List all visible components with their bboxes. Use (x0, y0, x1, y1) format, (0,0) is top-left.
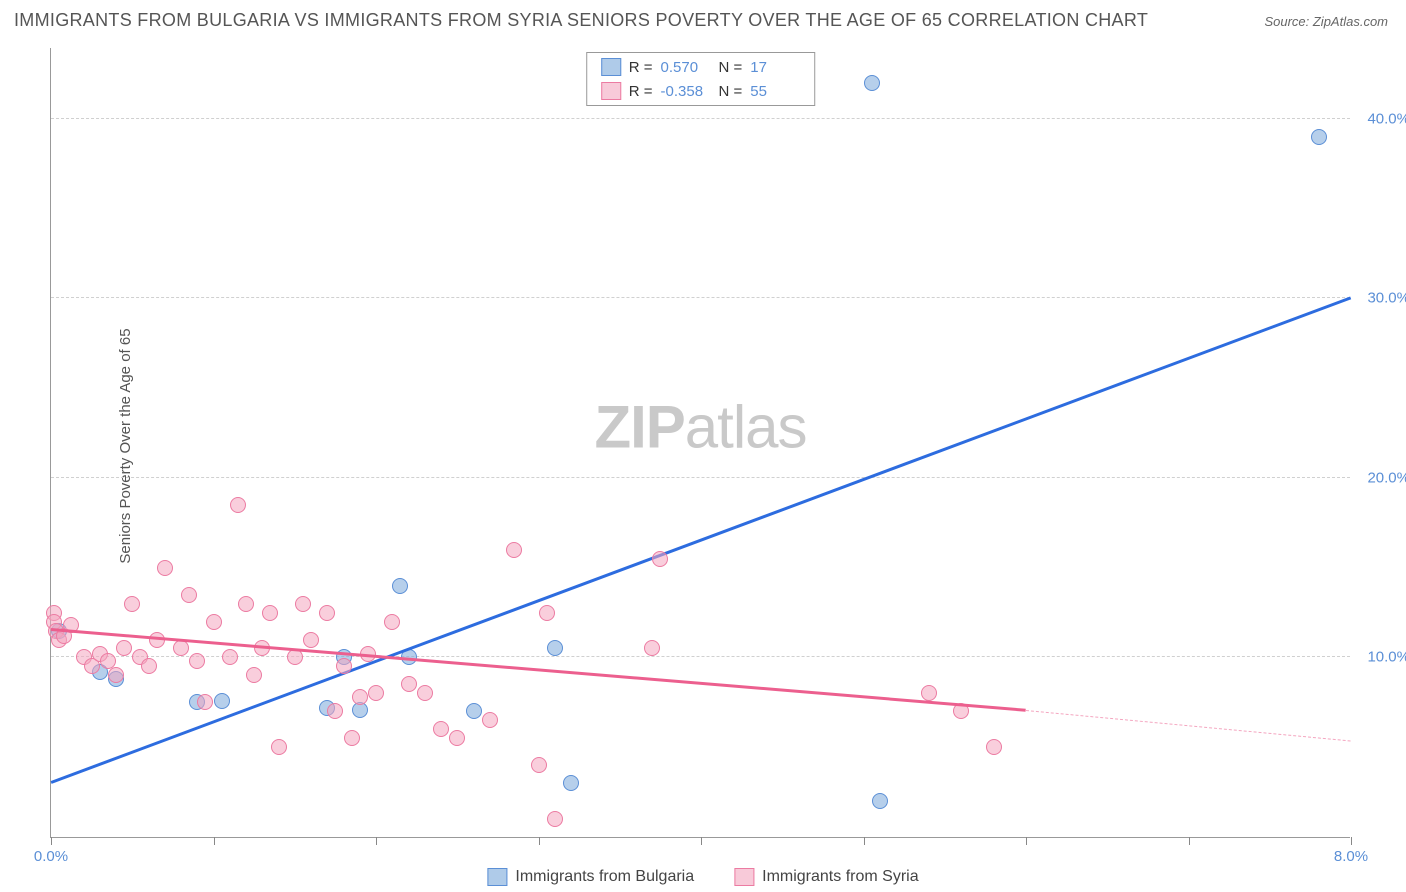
data-point (262, 605, 278, 621)
watermark-zip: ZIP (594, 393, 684, 460)
r-label: R = (629, 83, 653, 100)
legend-swatch (601, 58, 621, 76)
r-label: R = (629, 59, 653, 76)
data-point (230, 497, 246, 513)
n-label: N = (719, 83, 743, 100)
y-tick-label: 40.0% (1367, 110, 1406, 127)
data-point (368, 685, 384, 701)
data-point (449, 730, 465, 746)
data-point (303, 632, 319, 648)
data-point (384, 614, 400, 630)
data-point (141, 658, 157, 674)
x-tick (51, 837, 52, 845)
series-legend: Immigrants from Bulgaria Immigrants from … (487, 868, 918, 886)
legend-swatch (487, 868, 507, 886)
data-point (352, 689, 368, 705)
data-point (401, 676, 417, 692)
data-point (506, 542, 522, 558)
data-point (644, 640, 660, 656)
n-value: 55 (750, 83, 800, 100)
y-tick-label: 30.0% (1367, 290, 1406, 307)
data-point (344, 730, 360, 746)
data-point (547, 811, 563, 827)
x-tick-label: 0.0% (34, 848, 68, 865)
gridline (51, 477, 1350, 478)
data-point (189, 653, 205, 669)
x-tick-label: 8.0% (1334, 848, 1368, 865)
data-point (116, 640, 132, 656)
y-tick-label: 10.0% (1367, 649, 1406, 666)
data-point (197, 694, 213, 710)
plot-area: ZIPatlas R =0.570N =17R =-0.358N =55 10.… (50, 48, 1350, 838)
stats-legend-row: R = 0.570 N = 17 (591, 55, 811, 79)
gridline (51, 118, 1350, 119)
gridline (51, 656, 1350, 657)
r-value: 0.570 (661, 59, 711, 76)
data-point (921, 685, 937, 701)
chart-title: IMMIGRANTS FROM BULGARIA VS IMMIGRANTS F… (14, 10, 1148, 31)
data-point (531, 757, 547, 773)
x-tick (1351, 837, 1352, 845)
n-label: N = (719, 59, 743, 76)
legend-label: Immigrants from Syria (762, 868, 918, 886)
legend-swatch (734, 868, 754, 886)
data-point (872, 793, 888, 809)
data-point (336, 658, 352, 674)
x-tick (376, 837, 377, 845)
x-tick (701, 837, 702, 845)
data-point (271, 739, 287, 755)
data-point (173, 640, 189, 656)
data-point (547, 640, 563, 656)
stats-legend-row: R = -0.358 N = 55 (591, 79, 811, 103)
data-point (1311, 129, 1327, 145)
data-point (466, 703, 482, 719)
data-point (327, 703, 343, 719)
data-point (124, 596, 140, 612)
data-point (206, 614, 222, 630)
r-value: -0.358 (661, 83, 711, 100)
source-credit: Source: ZipAtlas.com (1264, 14, 1388, 29)
x-tick (1026, 837, 1027, 845)
legend-item: Immigrants from Syria (734, 868, 918, 886)
data-point (246, 667, 262, 683)
data-point (287, 649, 303, 665)
watermark-atlas: atlas (685, 393, 807, 460)
data-point (295, 596, 311, 612)
data-point (222, 649, 238, 665)
legend-swatch (601, 82, 621, 100)
data-point (864, 75, 880, 91)
data-point (433, 721, 449, 737)
n-value: 17 (750, 59, 800, 76)
data-point (238, 596, 254, 612)
data-point (539, 605, 555, 621)
data-point (563, 775, 579, 791)
gridline (51, 297, 1350, 298)
watermark: ZIPatlas (594, 392, 806, 461)
y-tick-label: 20.0% (1367, 469, 1406, 486)
data-point (181, 587, 197, 603)
data-point (986, 739, 1002, 755)
data-point (214, 693, 230, 709)
data-point (319, 605, 335, 621)
stats-legend: R = 0.570 N = 17 R = -0.358 N = 55 (586, 52, 816, 106)
data-point (157, 560, 173, 576)
trend-line (51, 296, 1352, 783)
data-point (392, 578, 408, 594)
data-point (108, 667, 124, 683)
trend-line (1026, 710, 1351, 742)
legend-item: Immigrants from Bulgaria (487, 868, 694, 886)
x-tick (1189, 837, 1190, 845)
legend-label: Immigrants from Bulgaria (515, 868, 694, 886)
x-tick (214, 837, 215, 845)
data-point (417, 685, 433, 701)
x-tick (539, 837, 540, 845)
data-point (652, 551, 668, 567)
x-tick (864, 837, 865, 845)
data-point (482, 712, 498, 728)
